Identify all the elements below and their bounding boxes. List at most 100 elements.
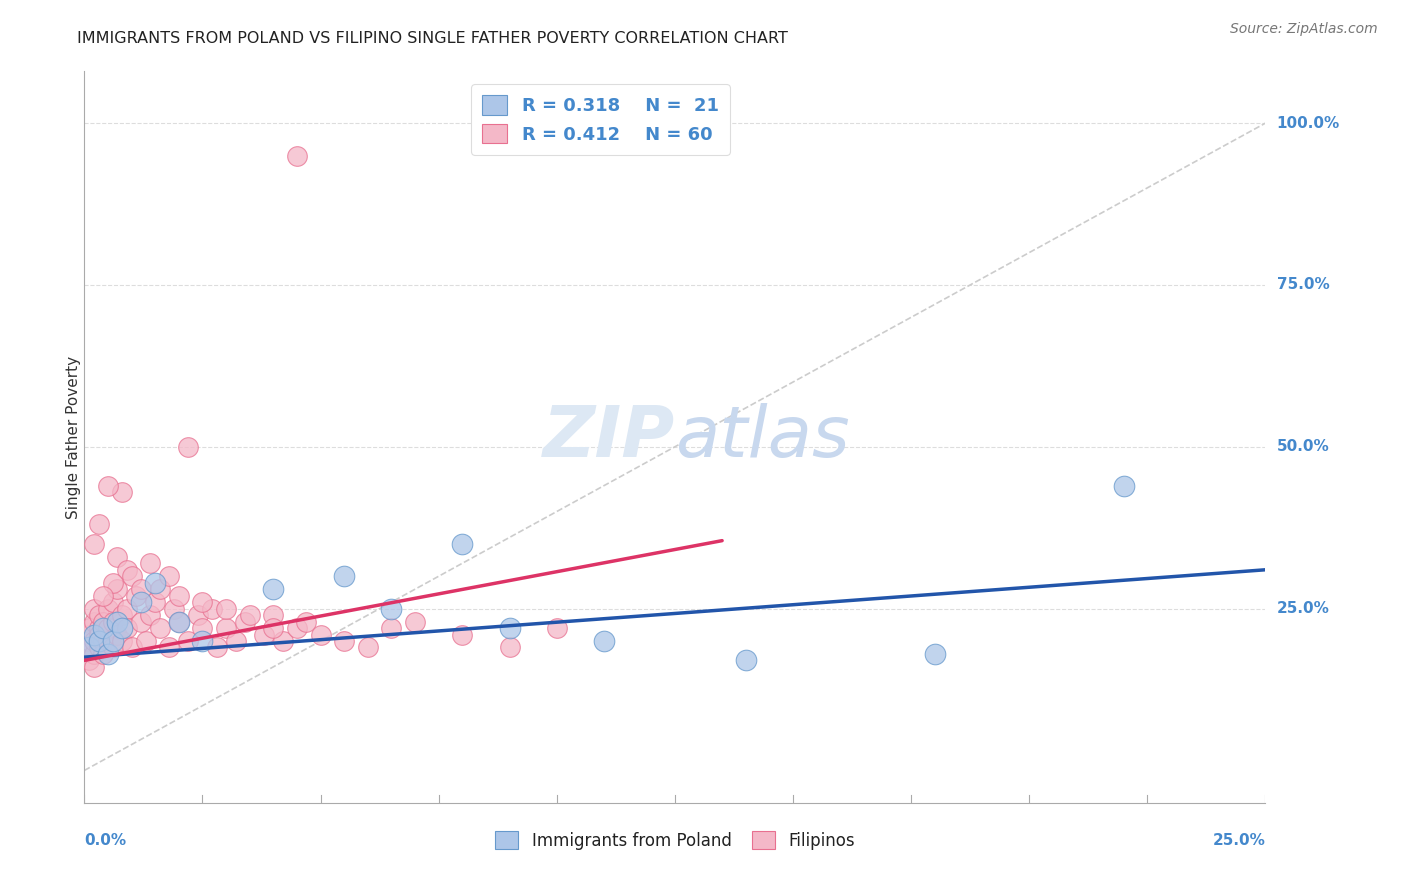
Point <box>177 634 200 648</box>
Point <box>129 595 152 609</box>
Point <box>101 640 124 655</box>
Point <box>83 627 105 641</box>
Point <box>239 608 262 623</box>
Point <box>167 615 190 629</box>
Point <box>546 621 568 635</box>
Point <box>97 647 120 661</box>
Point <box>111 485 134 500</box>
Point <box>83 537 105 551</box>
Point <box>163 601 186 615</box>
Point <box>83 615 105 629</box>
Point <box>262 608 284 623</box>
Point <box>309 627 332 641</box>
Point <box>295 615 318 629</box>
Point <box>101 615 124 629</box>
Point <box>201 601 224 615</box>
Point <box>97 621 120 635</box>
Point <box>77 653 100 667</box>
Point <box>225 634 247 648</box>
Point <box>215 621 238 635</box>
Point <box>191 621 214 635</box>
Point <box>177 440 200 454</box>
Point <box>734 653 756 667</box>
Point <box>139 557 162 571</box>
Point <box>91 634 114 648</box>
Point <box>101 595 124 609</box>
Point <box>357 640 380 655</box>
Point <box>129 582 152 597</box>
Point <box>451 627 474 641</box>
Point <box>77 640 100 655</box>
Text: 100.0%: 100.0% <box>1277 116 1340 130</box>
Point <box>205 640 228 655</box>
Point <box>262 621 284 635</box>
Point <box>167 589 190 603</box>
Point <box>87 608 110 623</box>
Point <box>143 575 166 590</box>
Point <box>87 517 110 532</box>
Point <box>143 595 166 609</box>
Point <box>121 569 143 583</box>
Point <box>233 615 256 629</box>
Text: atlas: atlas <box>675 402 849 472</box>
Point <box>149 582 172 597</box>
Point <box>111 621 134 635</box>
Point <box>157 640 180 655</box>
Point <box>451 537 474 551</box>
Point <box>77 634 100 648</box>
Y-axis label: Single Father Poverty: Single Father Poverty <box>66 356 80 518</box>
Point <box>191 634 214 648</box>
Point <box>187 608 209 623</box>
Point <box>97 601 120 615</box>
Text: 50.0%: 50.0% <box>1277 439 1329 454</box>
Point <box>404 615 426 629</box>
Point <box>97 478 120 492</box>
Point <box>498 621 520 635</box>
Point <box>139 608 162 623</box>
Point <box>87 621 110 635</box>
Point <box>380 601 402 615</box>
Text: 75.0%: 75.0% <box>1277 277 1329 293</box>
Text: IMMIGRANTS FROM POLAND VS FILIPINO SINGLE FATHER POVERTY CORRELATION CHART: IMMIGRANTS FROM POLAND VS FILIPINO SINGL… <box>77 31 789 46</box>
Point <box>83 660 105 674</box>
Point <box>101 634 124 648</box>
Point <box>91 589 114 603</box>
Text: Source: ZipAtlas.com: Source: ZipAtlas.com <box>1230 22 1378 37</box>
Point <box>1112 478 1135 492</box>
Point <box>125 589 148 603</box>
Point <box>87 634 110 648</box>
Point <box>121 640 143 655</box>
Text: 25.0%: 25.0% <box>1277 601 1330 616</box>
Text: ZIP: ZIP <box>543 402 675 472</box>
Point <box>149 621 172 635</box>
Point <box>87 640 110 655</box>
Point <box>91 615 114 629</box>
Point <box>924 647 946 661</box>
Point <box>111 608 134 623</box>
Legend: Immigrants from Poland, Filipinos: Immigrants from Poland, Filipinos <box>488 824 862 856</box>
Point <box>333 569 356 583</box>
Point <box>129 615 152 629</box>
Point <box>498 640 520 655</box>
Point <box>115 601 138 615</box>
Point <box>380 621 402 635</box>
Point <box>285 621 308 635</box>
Point <box>77 640 100 655</box>
Text: 0.0%: 0.0% <box>84 833 127 848</box>
Point <box>253 627 276 641</box>
Point <box>91 621 114 635</box>
Point <box>215 601 238 615</box>
Point <box>87 627 110 641</box>
Point <box>107 582 129 597</box>
Point <box>107 627 129 641</box>
Point <box>97 634 120 648</box>
Point <box>135 634 157 648</box>
Point <box>167 615 190 629</box>
Point <box>83 601 105 615</box>
Point <box>107 549 129 564</box>
Point <box>115 563 138 577</box>
Point <box>77 627 100 641</box>
Point <box>77 621 100 635</box>
Point <box>107 615 129 629</box>
Point <box>262 582 284 597</box>
